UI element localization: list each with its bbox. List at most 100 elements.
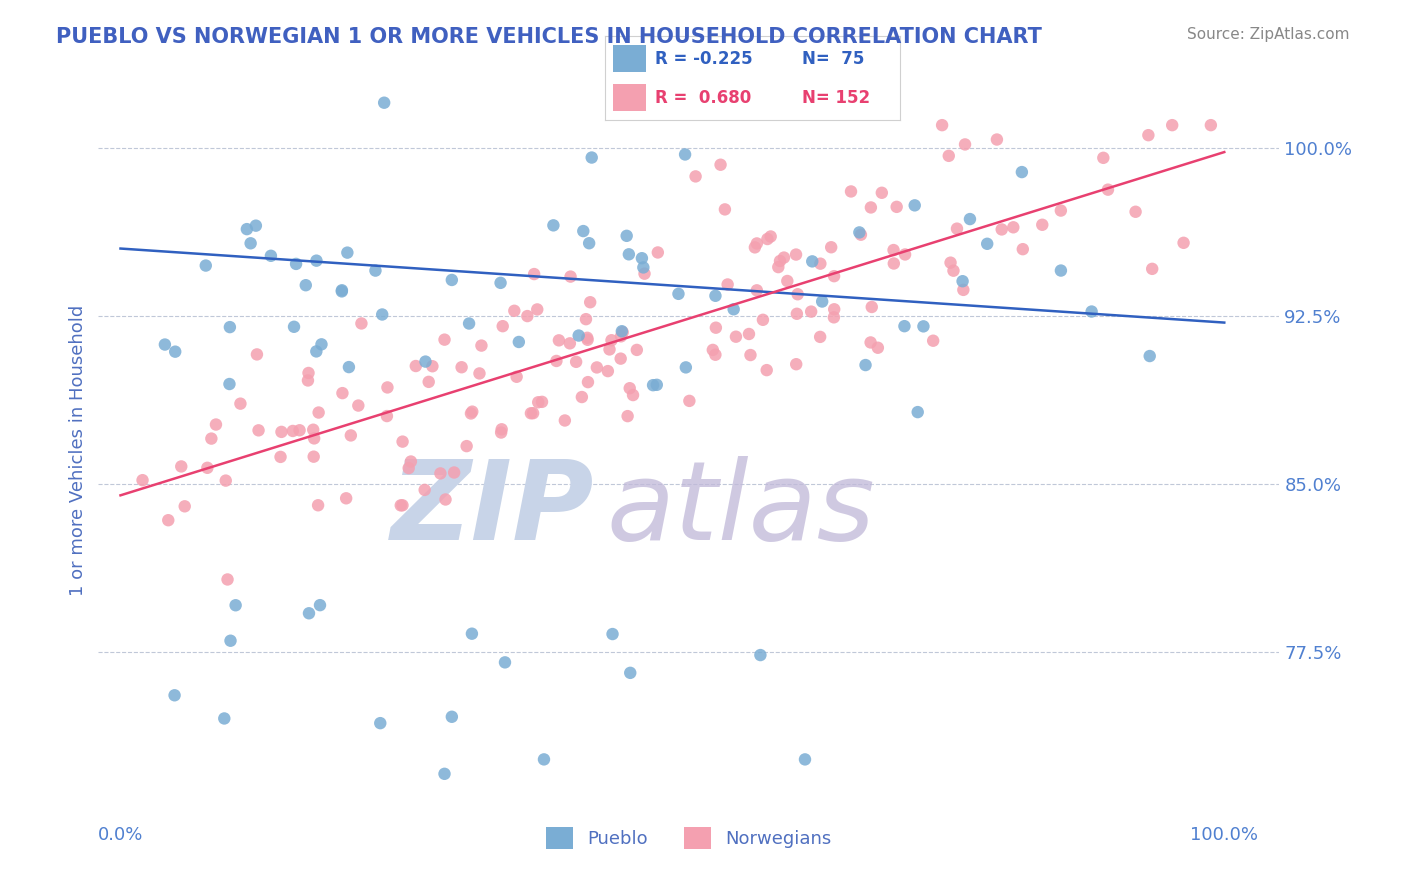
Norwegians [952, 283, 974, 297]
Norwegians [281, 424, 304, 438]
Norwegians [633, 267, 655, 281]
Norwegians [986, 132, 1008, 146]
Norwegians [883, 243, 905, 257]
Pueblo [433, 767, 456, 781]
Norwegians [1161, 118, 1184, 132]
Pueblo [371, 308, 394, 322]
Pueblo [337, 360, 360, 375]
Norwegians [626, 343, 648, 357]
Norwegians [530, 395, 553, 409]
Pueblo [668, 286, 690, 301]
Norwegians [308, 405, 330, 419]
Norwegians [576, 333, 599, 347]
Pueblo [458, 317, 481, 331]
Norwegians [546, 354, 568, 368]
Norwegians [1140, 261, 1163, 276]
Norwegians [870, 186, 893, 200]
Norwegians [619, 381, 641, 395]
Norwegians [492, 319, 515, 334]
Norwegians [413, 483, 436, 497]
Pueblo [153, 337, 176, 351]
Pueblo [305, 253, 328, 268]
Norwegians [939, 255, 962, 269]
Pueblo [617, 247, 640, 261]
Norwegians [839, 185, 862, 199]
Norwegians [377, 380, 399, 394]
Norwegians [302, 423, 325, 437]
Norwegians [405, 359, 427, 373]
Norwegians [1092, 151, 1115, 165]
Pueblo [415, 354, 437, 368]
Pueblo [298, 607, 321, 621]
Norwegians [745, 283, 768, 297]
Y-axis label: 1 or more Vehicles in Household: 1 or more Vehicles in Household [69, 305, 87, 596]
Norwegians [347, 399, 370, 413]
Norwegians [270, 425, 292, 439]
Pueblo [904, 198, 927, 212]
Norwegians [571, 390, 593, 404]
Norwegians [399, 454, 422, 468]
Norwegians [375, 409, 398, 423]
Text: atlas: atlas [606, 456, 875, 563]
Pueblo [645, 377, 668, 392]
Text: N=  75: N= 75 [803, 50, 865, 68]
Text: R =  0.680: R = 0.680 [655, 88, 751, 106]
Pueblo [610, 324, 633, 338]
Norwegians [461, 404, 484, 418]
Norwegians [270, 450, 292, 464]
Pueblo [675, 360, 697, 375]
Norwegians [859, 335, 882, 350]
Norwegians [820, 240, 842, 254]
Pueblo [214, 711, 236, 725]
Norwegians [755, 363, 778, 377]
Norwegians [769, 254, 792, 268]
Norwegians [647, 245, 669, 260]
Pueblo [811, 294, 834, 309]
Pueblo [283, 319, 305, 334]
Norwegians [609, 351, 631, 366]
Pueblo [533, 752, 555, 766]
Pueblo [543, 219, 565, 233]
Norwegians [616, 409, 638, 424]
Norwegians [946, 221, 969, 235]
Norwegians [702, 343, 724, 357]
Norwegians [297, 374, 319, 388]
Pueblo [440, 710, 463, 724]
Pueblo [619, 665, 641, 680]
Pueblo [336, 245, 359, 260]
Norwegians [600, 333, 623, 347]
Norwegians [307, 498, 329, 512]
Norwegians [429, 467, 451, 481]
Norwegians [170, 459, 193, 474]
Norwegians [823, 269, 845, 284]
Norwegians [704, 320, 727, 334]
Norwegians [302, 450, 325, 464]
Pueblo [673, 147, 696, 161]
Norwegians [516, 309, 538, 323]
Norwegians [685, 169, 707, 184]
Norwegians [714, 202, 737, 217]
Pueblo [440, 273, 463, 287]
Norwegians [288, 423, 311, 437]
Norwegians [157, 513, 180, 527]
Pueblo [893, 319, 915, 334]
Pueblo [952, 274, 974, 288]
Norwegians [340, 428, 363, 442]
Pueblo [633, 260, 655, 275]
Pueblo [309, 598, 332, 612]
Norwegians [229, 397, 252, 411]
Pueblo [311, 337, 333, 351]
Norwegians [586, 360, 609, 375]
Norwegians [621, 388, 644, 402]
Norwegians [470, 338, 492, 352]
Norwegians [332, 386, 354, 401]
Norwegians [717, 277, 740, 292]
Norwegians [560, 269, 582, 284]
Pueblo [225, 599, 247, 613]
Norwegians [931, 118, 953, 132]
Norwegians [610, 329, 633, 343]
Pueblo [1050, 263, 1073, 277]
Pueblo [364, 263, 387, 277]
Norwegians [195, 460, 218, 475]
Norwegians [520, 406, 543, 420]
